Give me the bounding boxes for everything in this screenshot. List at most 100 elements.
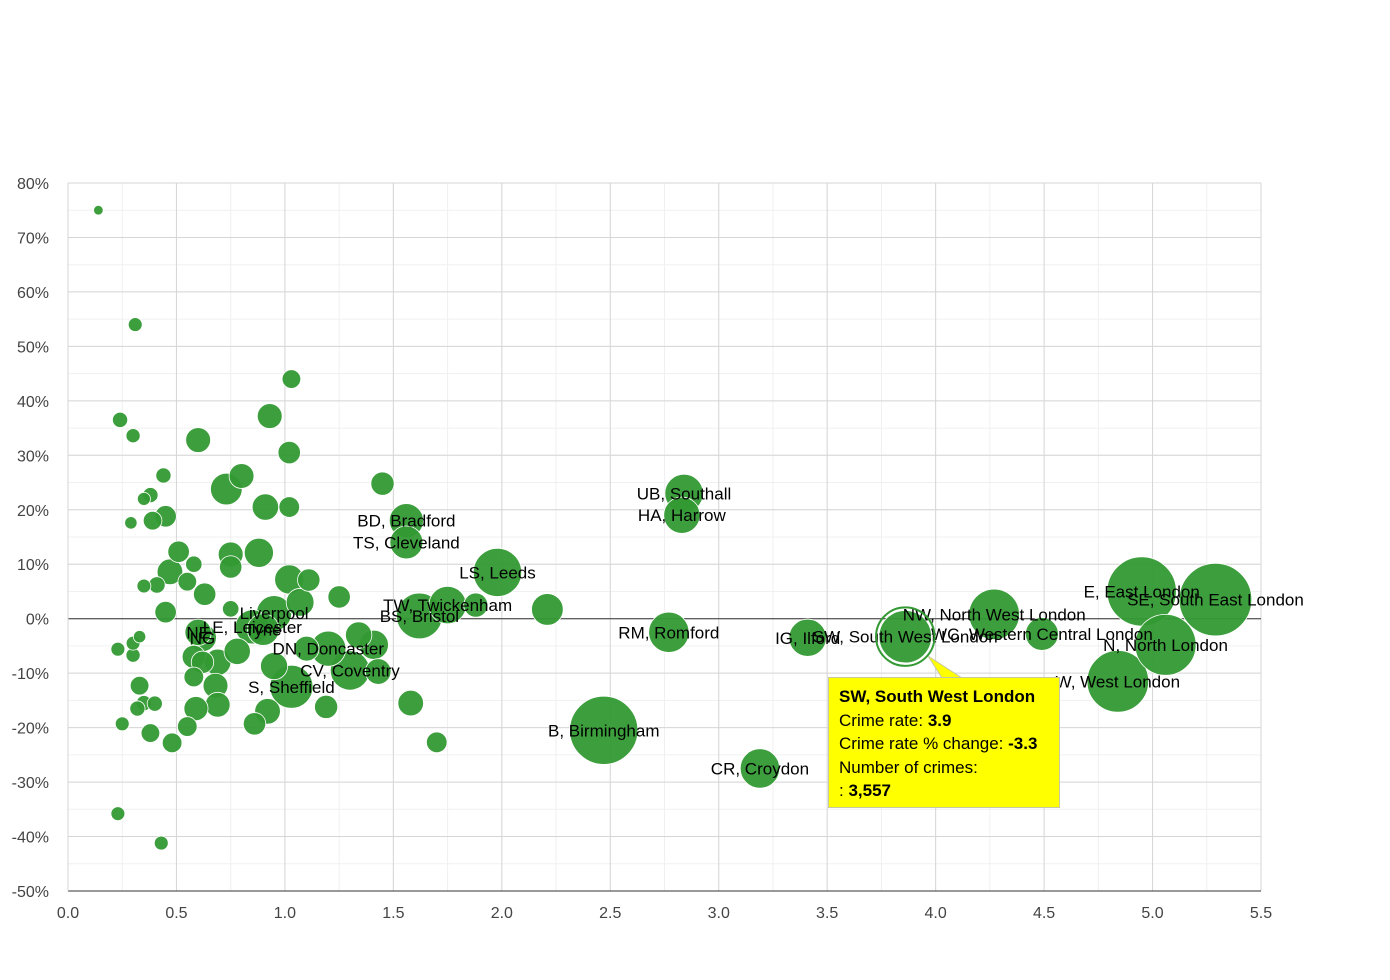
bubble (878, 610, 932, 664)
y-tick-label: 50% (17, 339, 49, 356)
bubble-label: RM, Romford (618, 623, 719, 642)
bubble (968, 588, 1020, 641)
bubble (246, 613, 280, 646)
x-tick-label: 3.5 (816, 905, 838, 922)
bubble (154, 600, 177, 624)
tooltip-crime-rate-row: Crime rate: 3.9 (839, 709, 1049, 733)
bubble (327, 585, 351, 609)
y-tick-label: -20% (12, 721, 49, 738)
bubble-label: HA, Harrow (638, 506, 727, 525)
y-tick-label: 30% (17, 448, 49, 465)
tooltip-crime-rate-value: 3.9 (927, 710, 952, 730)
tooltip-crime-rate-label: Crime rate: (839, 710, 924, 730)
y-tick-label: 20% (17, 503, 49, 520)
chart-bubbles (93, 205, 1253, 851)
y-tick-label: -10% (12, 666, 49, 683)
bubble (788, 618, 827, 657)
bubble (153, 835, 169, 851)
bubble (223, 637, 251, 665)
y-tick-label: 60% (17, 285, 49, 302)
bubble-label: BD, Bradford (357, 512, 455, 531)
tooltip: SW, South West London Crime rate: 3.9 Cr… (828, 677, 1060, 808)
bubble (183, 696, 209, 722)
x-tick-label: 0.0 (57, 905, 79, 922)
bubble-label: BS, Bristol (380, 607, 459, 626)
x-tick-label: 3.0 (708, 905, 730, 922)
bubble (278, 496, 300, 518)
bubble (132, 630, 147, 644)
bubble-label: SW, South West London (813, 628, 998, 647)
bubble-label: SE, South East London (1127, 591, 1304, 610)
bubble (293, 635, 320, 662)
bubble (204, 691, 231, 718)
bubble (219, 555, 243, 579)
bubble (1025, 617, 1059, 651)
bubble (155, 467, 172, 484)
bubble (260, 652, 289, 681)
x-tick-label: 1.0 (274, 905, 296, 922)
bubble (281, 369, 302, 389)
bubble (277, 440, 301, 465)
bubble-label: UB, Southall (637, 484, 732, 503)
tooltip-change-label: Crime rate % change: (839, 734, 1004, 753)
bubble (112, 411, 129, 428)
bubble-label: Liverpool (240, 604, 309, 623)
bubble (569, 695, 639, 765)
bubble (256, 403, 283, 429)
bubble (345, 621, 373, 649)
bubble (124, 516, 138, 530)
bubble-label: E, East London (1084, 582, 1200, 601)
y-tick-label: 70% (17, 230, 49, 247)
y-tick-label: 0% (26, 612, 49, 629)
bubble-label: Tyne (245, 621, 282, 640)
chart-grid (67, 182, 1262, 892)
bubble (663, 496, 701, 534)
bubble (389, 525, 424, 560)
bubble (314, 694, 339, 719)
y-tick-label: -40% (12, 830, 49, 847)
bubble (167, 540, 190, 563)
x-tick-label: 4.5 (1033, 905, 1055, 922)
bubble (222, 600, 240, 618)
bubble-label: CV, Coventry (300, 661, 400, 680)
bubble (177, 571, 198, 592)
bubble (136, 491, 151, 506)
bubble (129, 700, 146, 717)
x-tick-label: 1.5 (382, 905, 404, 922)
bubble-label: NE (186, 623, 210, 642)
bubble (183, 666, 205, 688)
bubble (370, 471, 395, 496)
bubble-label: TS, Cleveland (353, 533, 460, 552)
bubble (146, 695, 163, 712)
bubble (125, 428, 141, 444)
x-tick-label: 2.5 (599, 905, 621, 922)
bubble (297, 568, 321, 592)
bubble (242, 712, 267, 736)
bubble (193, 582, 217, 606)
bubble (397, 689, 424, 717)
bubble-label: DN, Doncaster (273, 640, 385, 659)
bubble-label: S, Sheffield (248, 678, 335, 697)
chart-bubble-labels: UB, Southall HA, Harrow BD, Bradford TS, Cl… (186, 484, 1303, 778)
bubble-label: NG (190, 629, 216, 648)
bubble (648, 611, 690, 653)
tooltip-title: SW, South West London (839, 687, 1036, 706)
bubble-label: WC, Western Central London (931, 625, 1153, 644)
bubble-label: B, Birmingham (548, 721, 659, 740)
y-tick-label: 10% (17, 557, 49, 574)
tooltip-crimes-prefix: : (839, 781, 844, 800)
bubble-label: N, North London (1103, 636, 1228, 655)
bubble (426, 731, 448, 754)
bubble (531, 593, 564, 626)
bubble (251, 493, 279, 521)
bubble (228, 463, 255, 489)
bubble (285, 588, 315, 617)
bubble (110, 641, 126, 657)
bubble-label: NW, North West London (903, 605, 1086, 624)
bubble (110, 806, 126, 822)
bubble (739, 748, 781, 789)
bubble (142, 510, 163, 531)
bubble (364, 658, 392, 685)
tooltip-crimes-value: 3,557 (848, 781, 892, 800)
bubble-label: LS, Leeds (459, 563, 536, 582)
